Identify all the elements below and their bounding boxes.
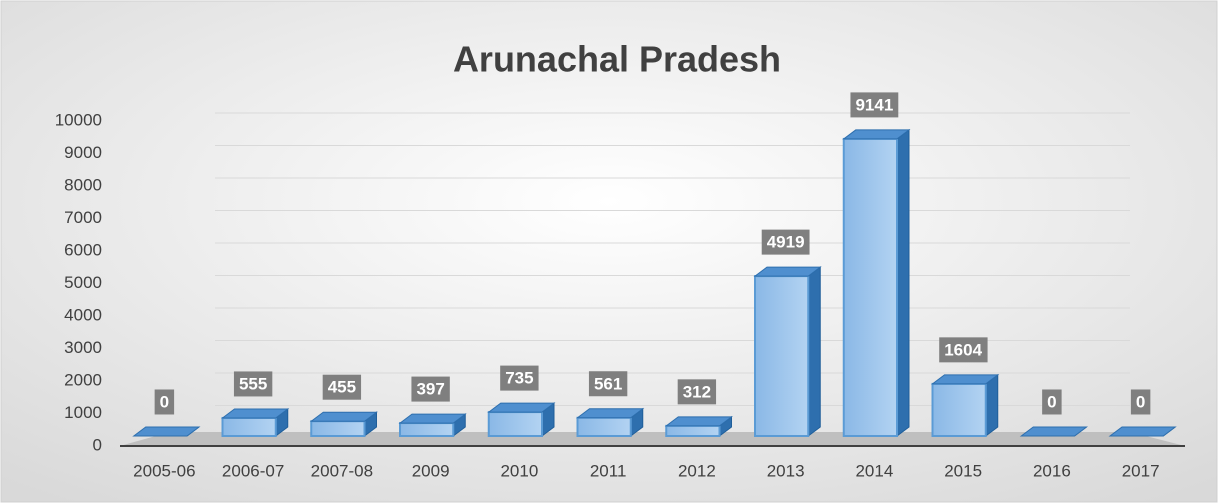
bar-top bbox=[398, 413, 467, 424]
y-tick-label: 5000 bbox=[64, 273, 102, 292]
y-tick-label: 0 bbox=[93, 435, 102, 454]
x-tick-label: 2012 bbox=[678, 461, 716, 480]
y-tick-label: 2000 bbox=[64, 370, 102, 389]
bar bbox=[310, 420, 366, 437]
chart-title: Arunachal Pradesh bbox=[453, 39, 781, 80]
data-label-box bbox=[411, 376, 450, 402]
bar-top bbox=[132, 426, 201, 437]
y-tick-label: 8000 bbox=[64, 175, 102, 194]
data-label-box bbox=[677, 379, 717, 405]
y-tick-label: 3000 bbox=[64, 338, 102, 357]
y-tick-label: 7000 bbox=[64, 208, 102, 227]
x-tick-label: 2013 bbox=[767, 461, 805, 480]
x-tick-label: 2007-08 bbox=[311, 461, 373, 480]
data-label-box bbox=[233, 371, 273, 397]
y-tick-label: 9000 bbox=[64, 143, 102, 162]
data-label: 455 bbox=[328, 378, 356, 397]
y-tick-label: 10000 bbox=[55, 110, 102, 129]
bar bbox=[221, 416, 277, 437]
bar-top bbox=[1108, 426, 1177, 437]
bar-top bbox=[842, 129, 911, 140]
floor bbox=[120, 432, 1185, 446]
x-tick-label: 2005-06 bbox=[133, 461, 195, 480]
data-label-box bbox=[154, 389, 175, 415]
bar bbox=[754, 275, 810, 437]
x-tick-label: 2006-07 bbox=[222, 461, 284, 480]
bar bbox=[931, 382, 987, 437]
data-label: 561 bbox=[594, 374, 622, 393]
data-label-box bbox=[500, 365, 539, 391]
data-label: 1604 bbox=[944, 340, 982, 359]
bar bbox=[487, 411, 543, 437]
bar bbox=[576, 416, 632, 437]
y-tick-label: 4000 bbox=[64, 305, 102, 324]
x-tick-label: 2017 bbox=[1122, 461, 1160, 480]
bar-top bbox=[576, 408, 645, 419]
bar-top bbox=[1019, 426, 1088, 437]
x-tick-label: 2011 bbox=[590, 461, 627, 480]
data-label: 735 bbox=[505, 369, 533, 388]
data-label-box bbox=[588, 371, 628, 397]
data-label-box bbox=[939, 337, 988, 363]
data-label-box bbox=[850, 92, 899, 118]
bar-top bbox=[664, 416, 733, 427]
bar-top bbox=[753, 266, 822, 277]
bar-side bbox=[807, 266, 821, 437]
bar-top bbox=[931, 374, 1000, 385]
data-label: 9141 bbox=[855, 95, 893, 114]
bar bbox=[399, 422, 455, 438]
data-label: 312 bbox=[683, 382, 711, 401]
bar-side bbox=[896, 128, 910, 437]
data-label: 0 bbox=[1136, 392, 1145, 411]
data-label: 0 bbox=[160, 392, 169, 411]
data-label-box bbox=[761, 229, 810, 255]
data-label: 555 bbox=[239, 374, 267, 393]
y-tick-label: 6000 bbox=[64, 240, 102, 259]
x-tick-label: 2010 bbox=[500, 461, 538, 480]
data-label-box bbox=[1130, 389, 1151, 415]
bar bbox=[842, 137, 898, 437]
bar-top bbox=[309, 411, 378, 422]
x-tick-label: 2016 bbox=[1033, 461, 1071, 480]
x-tick-label: 2009 bbox=[412, 461, 450, 480]
data-label-box bbox=[1042, 389, 1062, 415]
x-tick-label: 2015 bbox=[944, 461, 982, 480]
bar-top bbox=[487, 402, 556, 413]
bar-side bbox=[985, 373, 999, 437]
bar-top bbox=[221, 408, 290, 419]
data-label: 4919 bbox=[767, 233, 805, 252]
bar bbox=[665, 424, 721, 437]
x-tick-label: 2014 bbox=[855, 461, 893, 480]
data-label: 0 bbox=[1047, 392, 1056, 411]
data-label-box bbox=[322, 374, 362, 400]
y-tick-label: 1000 bbox=[64, 403, 102, 422]
data-label: 397 bbox=[416, 380, 444, 399]
